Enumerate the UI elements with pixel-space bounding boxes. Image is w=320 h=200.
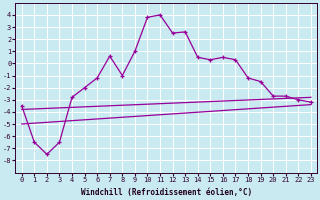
X-axis label: Windchill (Refroidissement éolien,°C): Windchill (Refroidissement éolien,°C): [81, 188, 252, 197]
